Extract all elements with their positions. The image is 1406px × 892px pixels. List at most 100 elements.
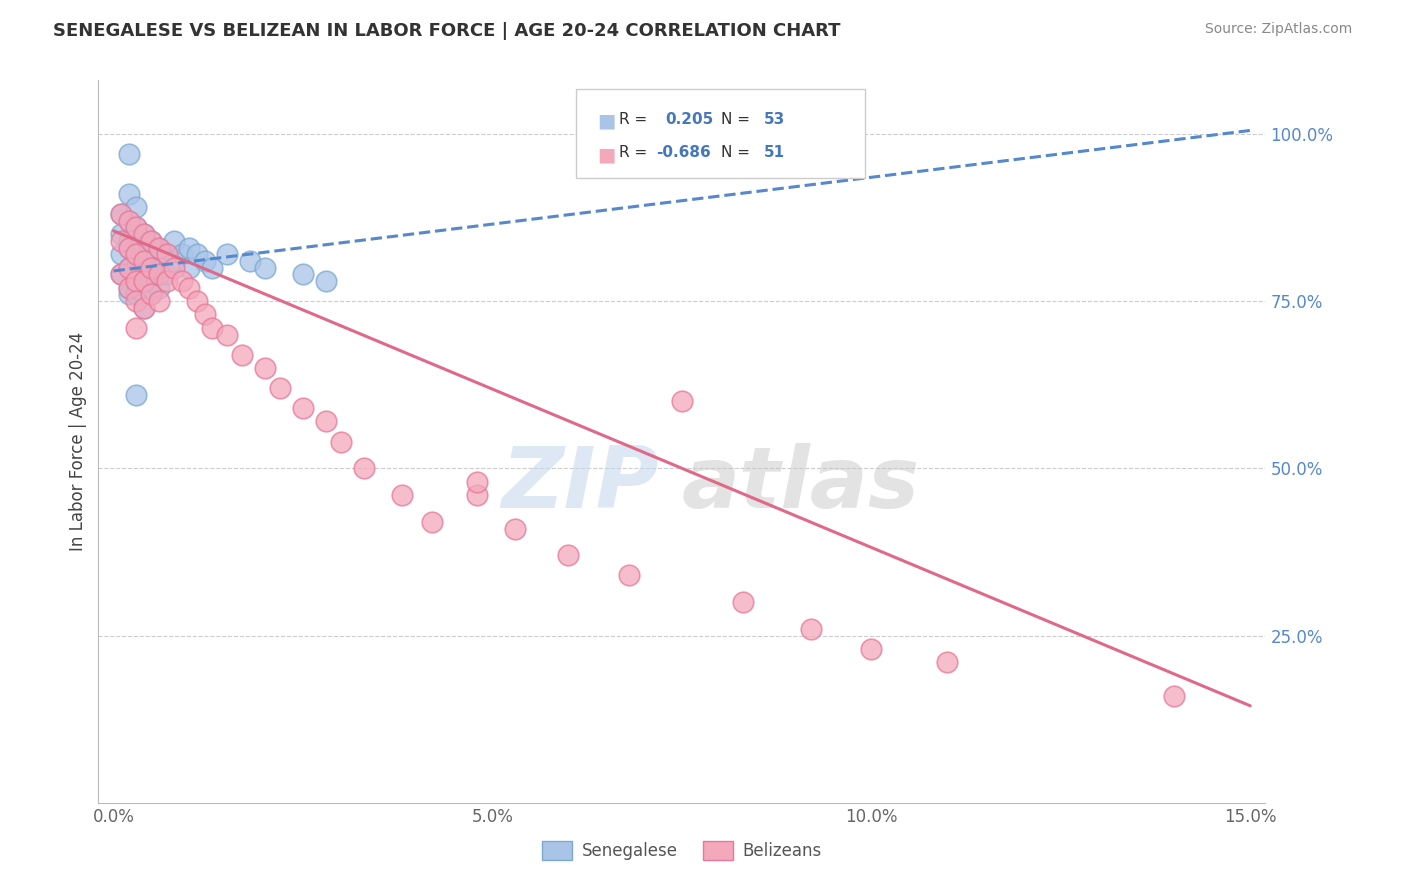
Point [125,321,148,335]
Point [239,254,262,268]
Point [125,268,148,282]
Point [254,361,277,376]
Point [503,521,526,535]
Point [132,227,155,242]
Point [936,655,959,669]
Point [118,281,141,295]
Point [118,214,141,228]
Point [125,241,148,255]
Point [391,488,413,502]
Point [110,234,132,248]
Point [170,274,193,288]
Point [156,247,179,261]
Point [118,234,141,248]
Text: ZIP: ZIP [501,443,658,526]
Point [201,321,224,335]
Point [141,234,163,248]
Point [292,268,315,282]
Legend: Senegalese, Belizeans: Senegalese, Belizeans [536,834,828,867]
Point [141,234,163,248]
Point [170,247,193,261]
Point [254,260,277,275]
Point [201,260,224,275]
Point [118,287,141,301]
Point [125,220,148,235]
Point [125,287,148,301]
Point [163,260,186,275]
Point [156,247,179,261]
Text: N =: N = [721,112,755,127]
Point [132,301,155,315]
Point [465,475,488,489]
Point [465,488,488,502]
Point [118,241,141,255]
Point [110,268,132,282]
Point [148,281,170,295]
Point [141,274,163,288]
Point [110,227,132,242]
Point [132,260,155,275]
Point [329,434,352,449]
Point [141,287,163,301]
Y-axis label: In Labor Force | Age 20-24: In Labor Force | Age 20-24 [69,332,87,551]
Point [163,234,186,248]
Point [315,274,337,288]
Text: SENEGALESE VS BELIZEAN IN LABOR FORCE | AGE 20-24 CORRELATION CHART: SENEGALESE VS BELIZEAN IN LABOR FORCE | … [53,22,841,40]
Point [148,241,170,255]
Point [148,268,170,282]
Point [269,381,291,395]
Point [132,254,155,268]
Point [125,247,148,261]
Point [315,414,337,429]
Point [292,401,315,416]
Point [110,268,132,282]
Point [118,241,141,255]
Text: 53: 53 [763,112,785,127]
Point [186,294,208,309]
Point [118,214,141,228]
Point [141,247,163,261]
Text: R =: R = [619,112,652,127]
Point [132,260,155,275]
Point [132,274,155,288]
Point [1163,689,1185,703]
Point [132,287,155,301]
Point [179,281,201,295]
Point [148,241,170,255]
Text: -0.686: -0.686 [657,145,711,161]
Point [141,287,163,301]
Point [125,287,148,301]
Text: Source: ZipAtlas.com: Source: ZipAtlas.com [1205,22,1353,37]
Point [731,595,754,609]
Point [125,220,148,235]
Point [217,247,239,261]
Point [179,260,201,275]
Point [186,247,208,261]
Point [125,274,148,288]
Point [118,187,141,202]
Point [193,254,215,268]
Point [118,147,141,161]
Point [125,294,148,309]
Point [118,281,141,295]
Point [132,227,155,242]
Point [132,301,155,315]
Point [141,260,163,275]
Point [163,254,186,268]
Text: ■: ■ [598,145,616,164]
Text: ■: ■ [598,112,616,130]
Point [110,207,132,221]
Point [193,307,215,322]
Point [148,260,170,275]
Point [671,394,693,409]
Text: 0.205: 0.205 [665,112,713,127]
Point [125,387,148,401]
Point [125,260,148,275]
Point [148,294,170,309]
Point [118,260,141,275]
Text: N =: N = [721,145,755,161]
Point [217,327,239,342]
Point [132,247,155,261]
Point [557,548,579,563]
Text: 51: 51 [763,145,785,161]
